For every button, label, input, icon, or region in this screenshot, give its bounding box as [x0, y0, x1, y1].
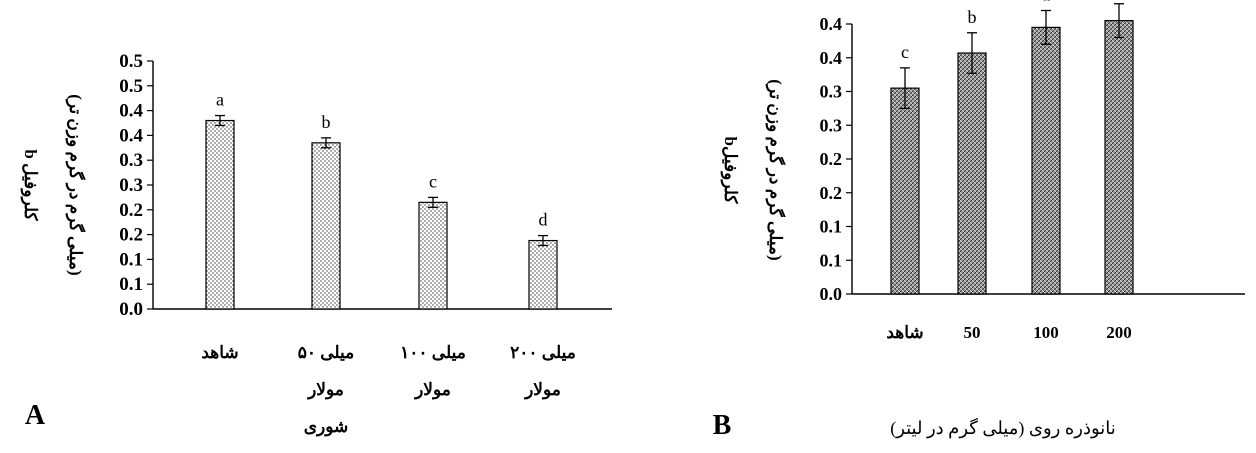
y-axis-unit-label: (میلی گرم در گرم وزن تر) [65, 94, 86, 275]
category-label: مولار [306, 380, 344, 400]
chart-b: 0.00.10.10.20.20.30.30.40.4cشاهدb50a100a… [713, 0, 1245, 441]
y-tick-label: 0.2 [820, 183, 843, 203]
y-tick-label: 0.2 [119, 200, 143, 221]
y-tick-label: 0.3 [119, 175, 143, 196]
bar [957, 52, 987, 295]
y-axis-label: کلروفیلb [720, 137, 740, 205]
bar [1031, 26, 1061, 295]
y-tick-label: 0.1 [820, 250, 843, 270]
bar [205, 119, 235, 310]
y-tick-label: 0.1 [119, 274, 143, 295]
category-label: ۲۰۰ میلی [510, 343, 576, 362]
significance-letter: a [216, 90, 224, 110]
y-tick-label: 0.1 [119, 249, 143, 270]
y-tick-label: 0.3 [820, 82, 843, 102]
bar [528, 239, 558, 310]
panel-label: A [25, 400, 46, 431]
significance-letter: b [322, 112, 331, 132]
significance-letter: c [429, 171, 437, 191]
y-tick-label: 0.4 [119, 101, 143, 122]
y-tick-label: 0.5 [119, 51, 143, 72]
y-tick-label: 0.3 [820, 115, 843, 135]
significance-letter: a [1042, 0, 1050, 5]
category-label: شاهد [886, 323, 923, 342]
y-tick-label: 0.0 [820, 284, 843, 304]
y-tick-label: 0.3 [119, 150, 143, 171]
y-tick-label: 0.4 [820, 14, 843, 34]
y-tick-label: 0.4 [820, 48, 843, 68]
y-tick-label: 0.2 [820, 149, 843, 169]
bar [418, 201, 448, 310]
category-label: شاهد [201, 343, 238, 362]
significance-letter: d [539, 210, 548, 230]
category-label: ۱۰۰ میلی [400, 343, 466, 362]
y-tick-label: 0.1 [820, 217, 843, 237]
bar [890, 87, 920, 295]
x-axis-label: نانوذره روی (میلی گرم در لیتر) [890, 417, 1116, 439]
y-axis-unit-label: (میلی گرم در گرم وزن تر) [765, 79, 786, 260]
bar [1104, 20, 1134, 295]
significance-letter: c [901, 42, 909, 62]
y-tick-label: 0.2 [119, 225, 143, 246]
significance-letter: b [968, 7, 977, 27]
category-label: 50 [964, 323, 981, 342]
y-tick-label: 0.5 [119, 76, 143, 97]
category-label: 100 [1033, 323, 1059, 342]
chart-a: 0.0 0.1 0.1 0.2 0.2 0.3 0.3 0.4 0.4 0.5 0.5 a شاهد b ۵… [20, 51, 612, 437]
category-label: ۵۰ میلی [298, 343, 355, 362]
category-label: شوری [304, 417, 349, 437]
y-tick-label: 0.0 [119, 299, 143, 320]
bar [311, 142, 341, 310]
category-label: 200 [1106, 323, 1132, 342]
panel-label: B [713, 410, 732, 441]
y-tick-label: 0.4 [119, 125, 143, 146]
category-label: مولار [523, 380, 561, 400]
category-label: مولار [413, 380, 451, 400]
y-axis-label: کلروفیل b [20, 149, 40, 221]
